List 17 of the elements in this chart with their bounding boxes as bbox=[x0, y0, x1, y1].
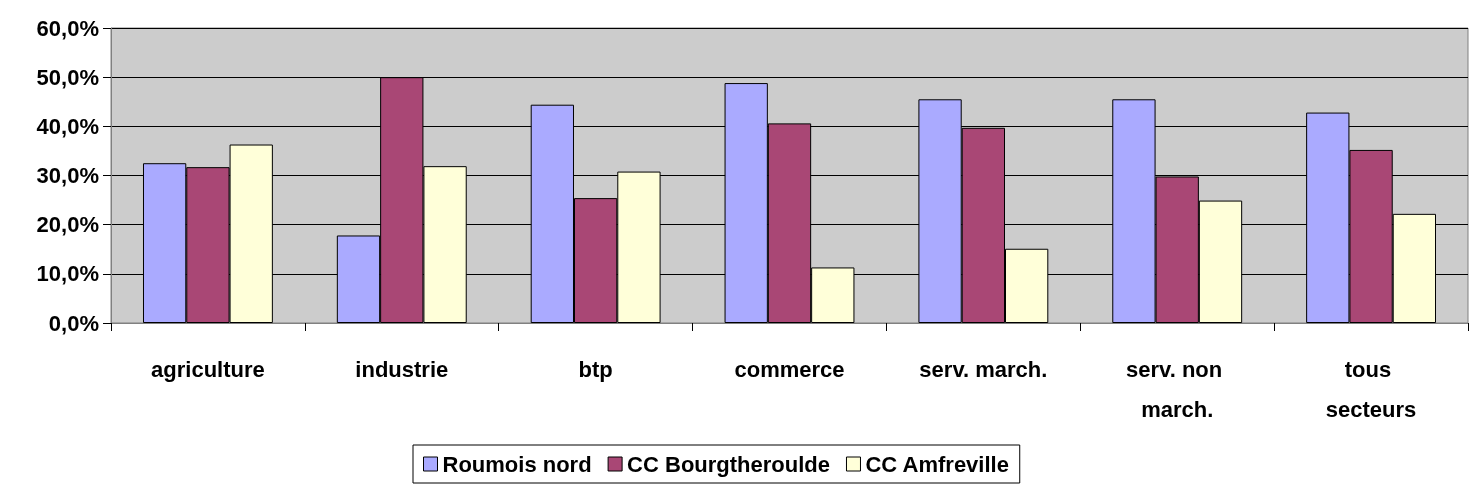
legend-label: CC Amfreville bbox=[865, 451, 1009, 477]
x-tick-label: tous secteurs bbox=[1325, 356, 1417, 422]
x-tick-label: agriculture bbox=[151, 356, 265, 382]
x-tick-label: btp bbox=[578, 356, 613, 382]
y-tick-label: 20,0% bbox=[36, 212, 99, 238]
y-tick-label: 30,0% bbox=[36, 163, 99, 188]
x-tick-label: serv. march. bbox=[919, 356, 1048, 382]
x-tick-label: industrie bbox=[355, 356, 449, 382]
legend-label: CC Bourgtheroulde bbox=[627, 451, 830, 477]
legend-label: Roumois nord bbox=[442, 451, 592, 477]
y-tick-label: 50,0% bbox=[36, 64, 99, 90]
x-tick-label: commerce bbox=[734, 356, 845, 382]
y-tick-label: 40,0% bbox=[36, 113, 99, 139]
y-tick-label: 0,0% bbox=[48, 310, 99, 336]
y-tick-label: 60,0% bbox=[36, 15, 99, 41]
x-tick-label: serv. non march. bbox=[1126, 356, 1229, 422]
y-tick-label: 10,0% bbox=[36, 261, 99, 287]
